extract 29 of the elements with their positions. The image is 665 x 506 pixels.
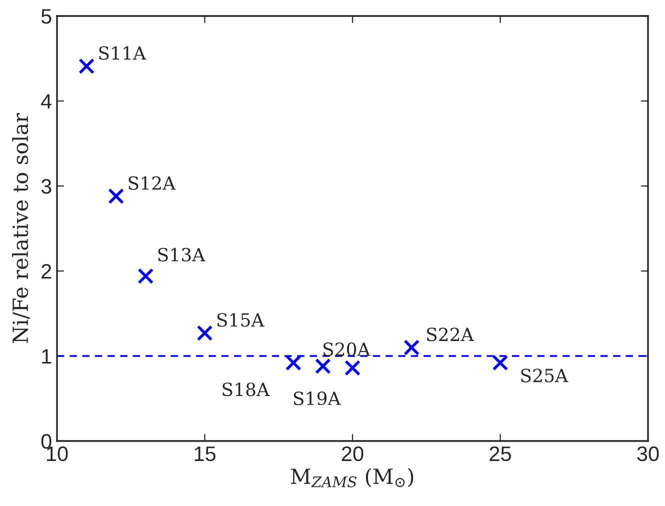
x-tick-label: 20 [342, 446, 364, 462]
point [314, 358, 331, 374]
annotation: S25A [521, 368, 568, 382]
annotation: S18A [222, 382, 270, 396]
annotation: S20A [323, 342, 371, 356]
annotation: S11A [99, 46, 146, 60]
annotation: S15A [217, 313, 264, 327]
y-tick-label: 5 [41, 9, 52, 24]
annotation: S19A [294, 392, 341, 406]
x-tick-label: 25 [490, 446, 511, 462]
point [138, 268, 154, 284]
point [344, 360, 360, 376]
point [78, 58, 95, 74]
y-tick-label: 3 [41, 179, 52, 194]
point [108, 188, 124, 204]
x-axis-title: M$_{ZAMS}$ (M$_{⊙}$) [291, 468, 414, 488]
y-axis-title: Ni/Fe relative to solar [12, 112, 30, 344]
point [492, 354, 508, 371]
y-tick-label: 2 [42, 264, 52, 279]
x-tick-label: 30 [637, 446, 659, 462]
annotation: S22A [427, 328, 474, 342]
y-tick-label: 1 [42, 349, 52, 364]
x-tick-label: 15 [194, 446, 216, 462]
annotation: S12A [128, 176, 176, 190]
point [285, 354, 302, 371]
y-tick-label: 4 [41, 94, 52, 109]
annotation: S13A [158, 248, 206, 262]
point [196, 325, 213, 342]
point [404, 340, 420, 356]
